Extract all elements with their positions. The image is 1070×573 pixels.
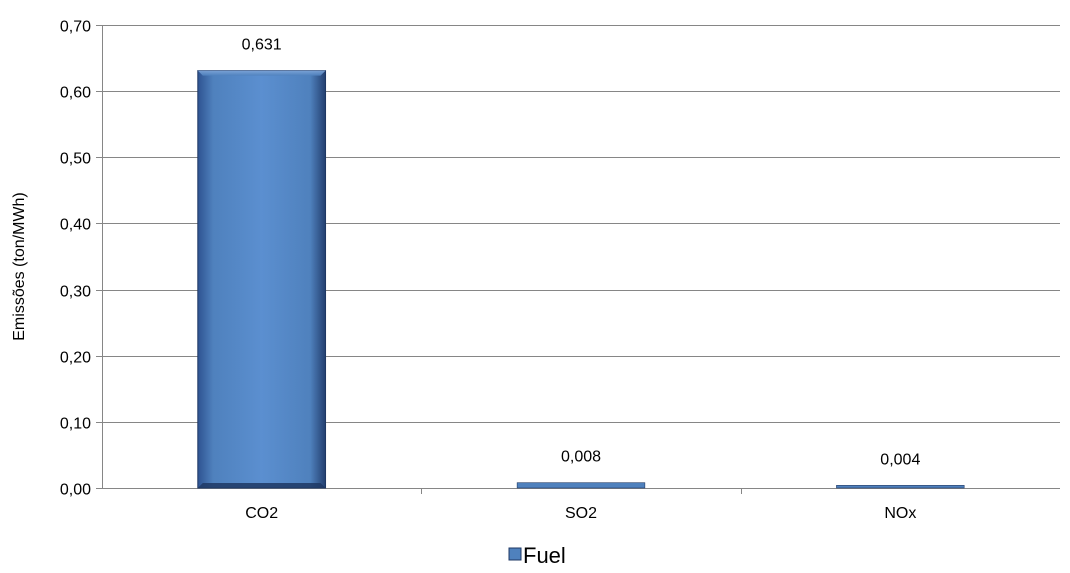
bar-bevel-top: [197, 70, 326, 76]
bar-bevel-bottom: [197, 483, 326, 488]
bars: [197, 70, 965, 489]
data-label: 0,004: [880, 451, 920, 468]
data-label: 0,631: [242, 37, 282, 54]
axes: 0,00 0,10 0,20 0,30 0,40 0,50 0,60 0,70: [60, 19, 1060, 499]
bar-nox: [836, 485, 965, 489]
y-tick-label: 0,50: [60, 151, 91, 168]
y-tick-label: 0,60: [60, 85, 91, 102]
y-tick-label: 0,70: [60, 19, 91, 36]
labels: 0,631 CO2 0,008 SO2 0,004 NOx Emissões (ton/MW…: [11, 37, 920, 522]
x-tick-label: SO2: [565, 505, 597, 522]
bar-co2: [197, 70, 327, 489]
bar-face: [197, 70, 327, 489]
bar-so2: [516, 482, 646, 489]
y-tick-label: 0,00: [60, 482, 91, 499]
bar-face: [836, 485, 965, 489]
legend: Fuel: [508, 543, 566, 568]
x-tick-label: NOx: [884, 505, 916, 522]
legend-swatch: [508, 547, 522, 561]
y-tick-label: 0,10: [60, 416, 91, 433]
y-tick-label: 0,30: [60, 284, 91, 301]
y-tick-label: 0,20: [60, 350, 91, 367]
x-tick-label: CO2: [245, 505, 278, 522]
y-axis-title: Emissões (ton/MWh): [11, 192, 28, 340]
y-tick-label: 0,40: [60, 217, 91, 234]
data-label: 0,008: [561, 449, 601, 466]
legend-label: Fuel: [523, 543, 566, 568]
bar-face: [516, 482, 646, 489]
